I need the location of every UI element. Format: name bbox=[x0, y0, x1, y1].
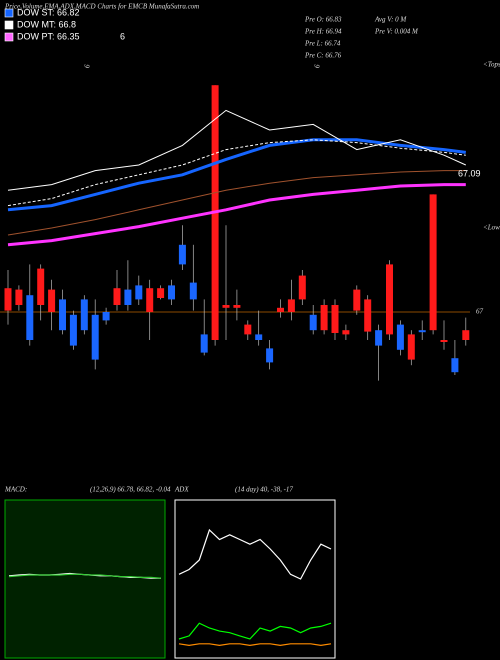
candle-body bbox=[124, 289, 132, 305]
legend-label: DOW PT: 66.35 bbox=[17, 31, 80, 41]
candle-body bbox=[396, 324, 404, 350]
candle-body bbox=[255, 334, 263, 340]
candle-body bbox=[15, 289, 23, 305]
ema-line bbox=[7, 138, 466, 212]
candle-body bbox=[157, 288, 165, 298]
panel-title: ADX bbox=[174, 486, 189, 494]
ema-line bbox=[7, 170, 466, 236]
stat-label: Pre O: 66.83 bbox=[304, 16, 342, 24]
candle-body bbox=[244, 324, 252, 335]
candle-body bbox=[418, 330, 426, 333]
ema-line bbox=[7, 183, 466, 247]
candle-body bbox=[37, 268, 45, 305]
stat-label: Pre V: 0.004 M bbox=[374, 28, 419, 36]
candle-body bbox=[59, 299, 66, 331]
candle-body bbox=[287, 299, 295, 312]
candle-body bbox=[440, 340, 448, 342]
legend-label: DOW ST: 66.82 bbox=[17, 7, 80, 17]
candle-body bbox=[386, 264, 393, 335]
indicator-line bbox=[178, 528, 332, 580]
candle-body bbox=[26, 295, 34, 340]
candle-body bbox=[69, 314, 77, 346]
candle-body bbox=[375, 330, 383, 346]
candle-body bbox=[189, 282, 197, 300]
stat-label: Pre C: 66.76 bbox=[304, 52, 342, 60]
legend-swatch bbox=[4, 8, 14, 18]
candle-body bbox=[200, 334, 208, 353]
candle-body bbox=[178, 244, 186, 265]
candle-body bbox=[429, 194, 437, 331]
stat-label: Pre L: 66.74 bbox=[304, 40, 341, 48]
indicator-line bbox=[178, 622, 332, 640]
candle-body bbox=[4, 288, 12, 311]
candle-body bbox=[451, 358, 459, 373]
candle-body bbox=[320, 305, 328, 331]
panel-subtitle: (14 day) 40, -38, -17 bbox=[235, 486, 293, 494]
chart-title: Price,Volume,EMA,ADX,MACD Charts for EMC… bbox=[4, 3, 199, 11]
level-label: 67 bbox=[476, 308, 484, 316]
annotation: <Tops bbox=[483, 61, 500, 69]
indicator-line bbox=[178, 643, 332, 647]
indicator-line bbox=[8, 573, 162, 579]
candle-body bbox=[266, 348, 274, 363]
panel bbox=[4, 499, 166, 659]
legend-note: 6 bbox=[120, 31, 125, 41]
candle-body bbox=[233, 305, 241, 308]
legend-swatch bbox=[4, 20, 14, 30]
candle-body bbox=[91, 314, 99, 360]
candle-body bbox=[102, 312, 110, 321]
candle-body bbox=[298, 275, 306, 300]
candle-body bbox=[364, 299, 372, 332]
ema-line bbox=[7, 109, 467, 191]
panel-subtitle: (12,26,9) 66.78, 66.82, -0.04 bbox=[90, 486, 171, 494]
legend-label: DOW MT: 66.8 bbox=[17, 19, 76, 29]
panel-title: MACD: bbox=[4, 486, 27, 494]
candle-body bbox=[135, 285, 143, 300]
candle-body bbox=[222, 305, 230, 308]
panel bbox=[174, 499, 336, 659]
candle-body bbox=[80, 299, 88, 331]
annotation: 6 bbox=[84, 64, 92, 68]
ema-line bbox=[7, 139, 466, 207]
candle-body bbox=[353, 289, 361, 311]
price-label: 67.09 bbox=[458, 168, 481, 178]
candle-body bbox=[407, 334, 415, 360]
candle-body bbox=[146, 288, 154, 312]
candle-body bbox=[277, 307, 284, 312]
candle-body bbox=[331, 305, 339, 333]
stat-label: Pre H: 66.94 bbox=[304, 28, 342, 36]
annotation: 6 bbox=[314, 64, 322, 68]
annotation: <Lows bbox=[483, 224, 500, 232]
candle-body bbox=[342, 330, 350, 335]
candle-body bbox=[168, 285, 175, 300]
candle-body bbox=[48, 289, 56, 312]
candle-body bbox=[462, 330, 470, 340]
legend-swatch bbox=[4, 32, 14, 42]
candle-body bbox=[113, 288, 121, 305]
candle-body bbox=[309, 314, 317, 331]
stat-label: Avg V: 0 M bbox=[374, 16, 407, 24]
